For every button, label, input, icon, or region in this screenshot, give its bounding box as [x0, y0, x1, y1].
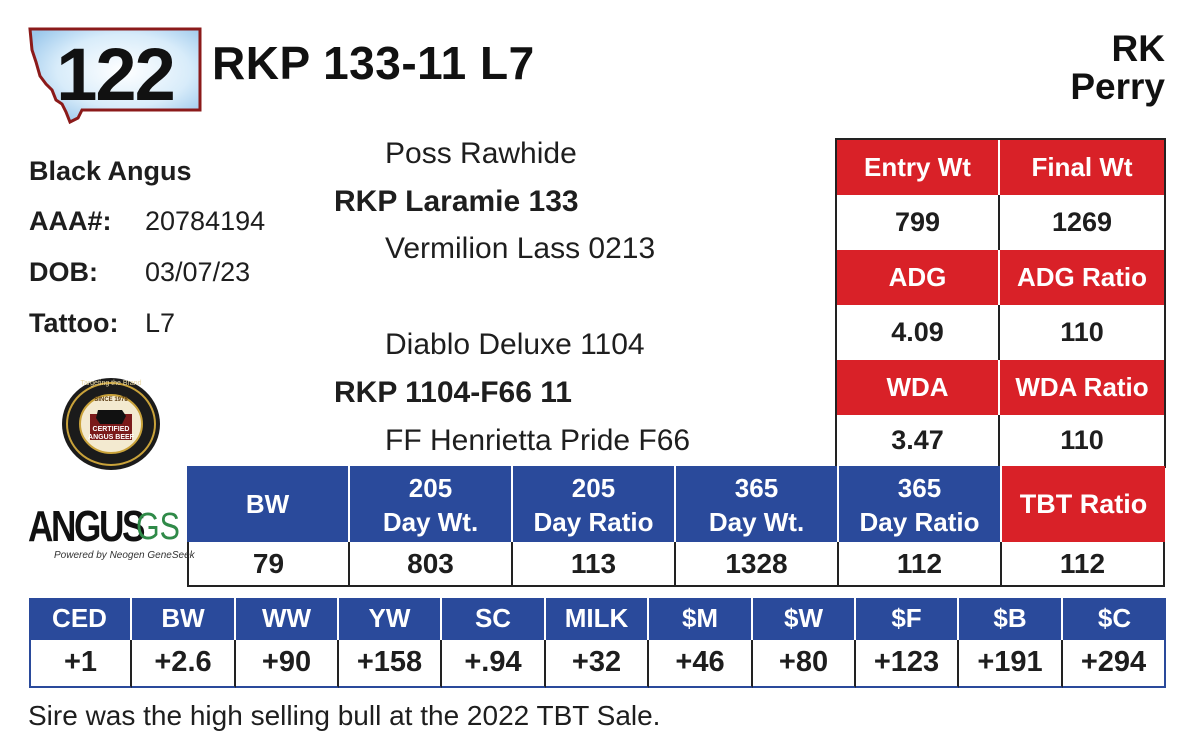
epd-value-ced: +1 [29, 640, 132, 688]
footnote: Sire was the high selling bull at the 20… [28, 700, 661, 731]
pedigree-sire-dam: Vermilion Lass 0213 [385, 232, 656, 265]
epd-value-sc: +.94 [442, 640, 546, 688]
epd-value-dollar-w: +80 [753, 640, 856, 688]
tbt-ratio-value: 112 [1002, 542, 1165, 587]
breed: Black Angus [29, 156, 192, 186]
animal-name: RKP 133-11 L7 [212, 37, 535, 89]
angus-gs-logo: ANGUS GS Powered by Neogen GeneSeek [28, 502, 195, 562]
wda-ratio-value: 110 [1000, 415, 1164, 466]
pedigree-dam-sire: Diablo Deluxe 1104 [385, 328, 645, 361]
cab-seal-icon [62, 378, 160, 470]
montana-outline-icon [28, 27, 202, 125]
epd-value-milk: +32 [546, 640, 649, 688]
certified-angus-beef-logo: SINCE 1978 CERTIFIED ANGUS BEEF Targetin… [60, 376, 162, 472]
dob-value: 03/07/23 [145, 257, 251, 287]
perf-value-205-ratio: 113 [513, 542, 676, 587]
perf-header-205-wt: 205 Day Wt. [350, 466, 513, 542]
angus-gs-tagline: Powered by Neogen GeneSeek [54, 550, 195, 561]
epd-header-milk: MILK [546, 598, 649, 640]
angus-gs-wordmark: ANGUS [28, 502, 146, 551]
registration-value: 20784194 [145, 206, 266, 236]
perf-header-205-ratio: 205 Day Ratio [513, 466, 676, 542]
perf-header-365-ratio: 365 Day Ratio [839, 466, 1002, 542]
epd-value-dollar-m: +46 [649, 640, 753, 688]
wda-ratio-label: WDA Ratio [1000, 360, 1164, 415]
epd-header-dollar-b: $B [959, 598, 1063, 640]
consignor-line1: RK [1111, 28, 1165, 69]
consignor-line2: Perry [1070, 66, 1165, 107]
tattoo-label: Tattoo: [29, 308, 119, 338]
perf-value-365-ratio: 112 [839, 542, 1002, 587]
epd-value-dollar-f: +123 [856, 640, 959, 688]
epd-value-ww: +90 [236, 640, 339, 688]
test-stats-table: Entry Wt Final Wt 799 1269 ADG ADG Ratio… [835, 138, 1166, 468]
epd-header-dollar-m: $M [649, 598, 753, 640]
epd-value-dollar-b: +191 [959, 640, 1063, 688]
perf-header-365-wt: 365 Day Wt. [676, 466, 839, 542]
registration-label: AAA#: [29, 206, 112, 236]
perf-value-bw: 79 [187, 542, 350, 587]
consignor: RK Perry [1070, 30, 1165, 106]
epd-header-bw: BW [132, 598, 236, 640]
pedigree-dam-dam: FF Henrietta Pride F66 [385, 424, 691, 457]
epd-header-dollar-f: $F [856, 598, 959, 640]
adg-ratio-value: 110 [1000, 305, 1164, 360]
lot-badge: 122 [26, 26, 204, 126]
perf-value-205-wt: 803 [350, 542, 513, 587]
tattoo-value: L7 [145, 308, 176, 338]
pedigree-dam: RKP 1104-F66 11 [334, 376, 572, 409]
epd-value-bw: +2.6 [132, 640, 236, 688]
wda-label: WDA [837, 360, 1000, 415]
epd-header-yw: YW [339, 598, 442, 640]
adg-label: ADG [837, 250, 1000, 305]
dob-label: DOB: [29, 257, 98, 287]
epd-header-ww: WW [236, 598, 339, 640]
final-wt-value: 1269 [1000, 195, 1164, 250]
pedigree-sire-sire: Poss Rawhide [385, 137, 577, 170]
epd-header-dollar-c: $C [1063, 598, 1166, 640]
epd-header-ced: CED [29, 598, 132, 640]
performance-table: BW 205 Day Wt. 205 Day Ratio 365 Day Wt. 36… [187, 466, 1165, 587]
pedigree-sire: RKP Laramie 133 [334, 185, 579, 218]
epd-value-yw: +158 [339, 640, 442, 688]
entry-wt-value: 799 [837, 195, 1000, 250]
adg-ratio-label: ADG Ratio [1000, 250, 1164, 305]
epd-value-dollar-c: +294 [1063, 640, 1166, 688]
epd-table: CED +1 BW +2.6 WW +90 YW +158 SC +.94 MILK +32 $M +46… [29, 598, 1166, 688]
epd-header-dollar-w: $W [753, 598, 856, 640]
angus-gs-accent: GS [136, 506, 180, 548]
lot-number: 122 [56, 33, 175, 116]
adg-value: 4.09 [837, 305, 1000, 360]
wda-value: 3.47 [837, 415, 1000, 466]
tbt-ratio-label: TBT Ratio [1002, 466, 1165, 542]
epd-header-sc: SC [442, 598, 546, 640]
entry-wt-label: Entry Wt [837, 140, 1000, 195]
perf-header-bw: BW [187, 466, 350, 542]
perf-value-365-wt: 1328 [676, 542, 839, 587]
final-wt-label: Final Wt [1000, 140, 1164, 195]
